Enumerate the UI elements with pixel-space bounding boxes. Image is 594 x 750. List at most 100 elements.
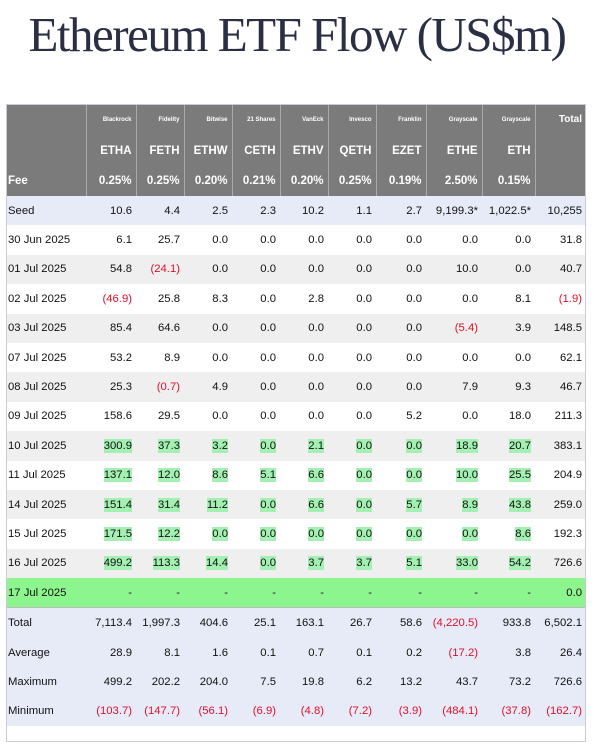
flow-value: 0.0 [260, 556, 276, 571]
flow-cell: 6.6 [280, 460, 328, 490]
flow-value: 8.3 [212, 292, 228, 305]
flow-value: 46.7 [560, 381, 582, 394]
flow-value: 26.7 [350, 617, 372, 630]
flow-cell: 0.0 [280, 401, 328, 432]
table-row: 30 Jun 2025 6.1 25.7 0.0 0.0 0.0 0.0 0.0 0.0 0.0 3… [6, 225, 586, 255]
flow-cell: 28.9 [86, 637, 136, 668]
flow-value: 2.1 [308, 438, 324, 453]
flow-value: 3.7 [356, 556, 372, 571]
flow-cell: 0.0 [280, 342, 328, 373]
flow-cell: 0.0 [328, 284, 376, 314]
row-label: Seed [6, 196, 86, 226]
flow-cell: 0.0 [328, 401, 376, 432]
row-total-cell: 726.6 [535, 667, 586, 697]
table-row: 10 Jul 2025 300.9 37.3 3.2 0.0 2.1 0.0 0.0 18.9 2… [6, 431, 586, 461]
flow-cell: (17.2) [426, 637, 482, 668]
flow-value: 1.1 [356, 204, 372, 217]
flow-value: 0.0 [356, 438, 372, 453]
flow-cell: 1.1 [328, 196, 376, 226]
flow-value: 726.6 [553, 557, 582, 570]
flow-cell: 0.0 [232, 431, 280, 461]
flow-cell: 0.0 [376, 431, 426, 461]
flow-cell: 0.0 [232, 313, 280, 343]
flow-value: 0.0 [260, 526, 276, 541]
flow-value: 3.9 [515, 322, 531, 335]
flow-value: 204.0 [199, 675, 228, 688]
flow-cell: 0.0 [426, 342, 482, 373]
flow-cell: 163.1 [280, 607, 328, 638]
ticker-symbol: ETHV [280, 135, 329, 166]
flow-cell: 29.5 [136, 401, 184, 432]
flow-cell: (147.7) [136, 696, 184, 727]
flow-value: 300.9 [103, 438, 132, 453]
flow-value: 5.1 [406, 556, 422, 571]
flow-value: 0.0 [212, 263, 228, 276]
flow-value: 0.0 [356, 351, 372, 364]
flow-value: 6.2 [356, 675, 372, 688]
flow-value: 0.0 [406, 438, 422, 453]
flow-value: 1,997.3 [142, 617, 180, 630]
flow-value: (7.2) [348, 705, 372, 718]
flow-cell: 0.0 [376, 313, 426, 343]
flow-cell: 2.5 [184, 196, 232, 226]
summary-label: Maximum [6, 667, 86, 697]
ticker-symbol: ETH [482, 135, 536, 166]
flow-cell: 0.0 [376, 342, 426, 373]
flow-cell: 5.7 [376, 489, 426, 520]
flow-value: 7.9 [462, 381, 478, 394]
flow-value: 0.0 [260, 351, 276, 364]
row-total-cell: 383.1 [535, 431, 586, 461]
flow-cell: 158.6 [86, 401, 136, 432]
flow-value: (37.8) [501, 705, 531, 718]
flow-cell: 43.8 [482, 489, 535, 520]
flow-value: 3.7 [308, 556, 324, 571]
flow-cell: 8.6 [184, 460, 232, 490]
flow-value: 8.9 [164, 351, 180, 364]
flow-value: - [272, 586, 276, 599]
flow-value: 0.0 [308, 351, 324, 364]
row-label: 01 Jul 2025 [6, 254, 86, 285]
flow-value: - [418, 586, 422, 599]
flow-cell: 58.6 [376, 607, 426, 638]
flow-cell: 0.0 [376, 519, 426, 549]
flow-cell: 19.8 [280, 667, 328, 697]
flow-cell: 8.1 [136, 637, 184, 668]
flow-value: (5.4) [454, 322, 478, 335]
flow-value: 0.0 [308, 322, 324, 335]
flow-value: (4,220.5) [432, 617, 478, 630]
flow-value: 2.7 [406, 204, 422, 217]
row-total-cell: 26.4 [535, 637, 586, 668]
flow-value: 2.8 [308, 292, 324, 305]
flow-cell: 25.1 [232, 607, 280, 638]
flow-cell: 25.3 [86, 372, 136, 402]
flow-value: 64.6 [158, 322, 180, 335]
flow-value: 0.0 [462, 526, 478, 541]
flow-value: 8.1 [515, 292, 531, 305]
flow-cell: 0.0 [232, 342, 280, 373]
flow-value: 0.0 [406, 351, 422, 364]
flow-value: 0.2 [406, 646, 422, 659]
summary-row: Maximum 499.2 202.2 204.0 7.5 19.8 6.2 13.2 43.7… [6, 667, 586, 697]
flow-cell: 0.0 [232, 519, 280, 549]
flow-value: 404.6 [199, 617, 228, 630]
flow-cell: 404.6 [184, 607, 232, 638]
row-total-cell: 726.6 [535, 548, 586, 579]
flow-cell: 8.6 [482, 519, 535, 549]
flow-value: (0.7) [156, 381, 180, 394]
flow-cell: 0.0 [232, 254, 280, 285]
fee-value: 0.25% [136, 166, 185, 196]
row-total-cell: 259.0 [535, 489, 586, 520]
flow-value: - [224, 586, 228, 599]
flow-cell: 6.6 [280, 489, 328, 520]
ticker-symbol: CETH [232, 135, 281, 166]
flow-value: 10.6 [110, 204, 132, 217]
row-total-cell: 31.8 [535, 225, 586, 255]
flow-value: 7,113.4 [95, 617, 132, 630]
flow-value: 0.0 [462, 292, 478, 305]
flow-cell: 85.4 [86, 313, 136, 343]
flow-cell: (24.1) [136, 254, 184, 285]
flow-value: 62.1 [560, 351, 582, 364]
flow-value: 0.0 [212, 410, 228, 423]
page-title: Ethereum ETF Flow (US$m) [28, 7, 567, 62]
flow-cell: 9,199.3* [426, 196, 482, 226]
